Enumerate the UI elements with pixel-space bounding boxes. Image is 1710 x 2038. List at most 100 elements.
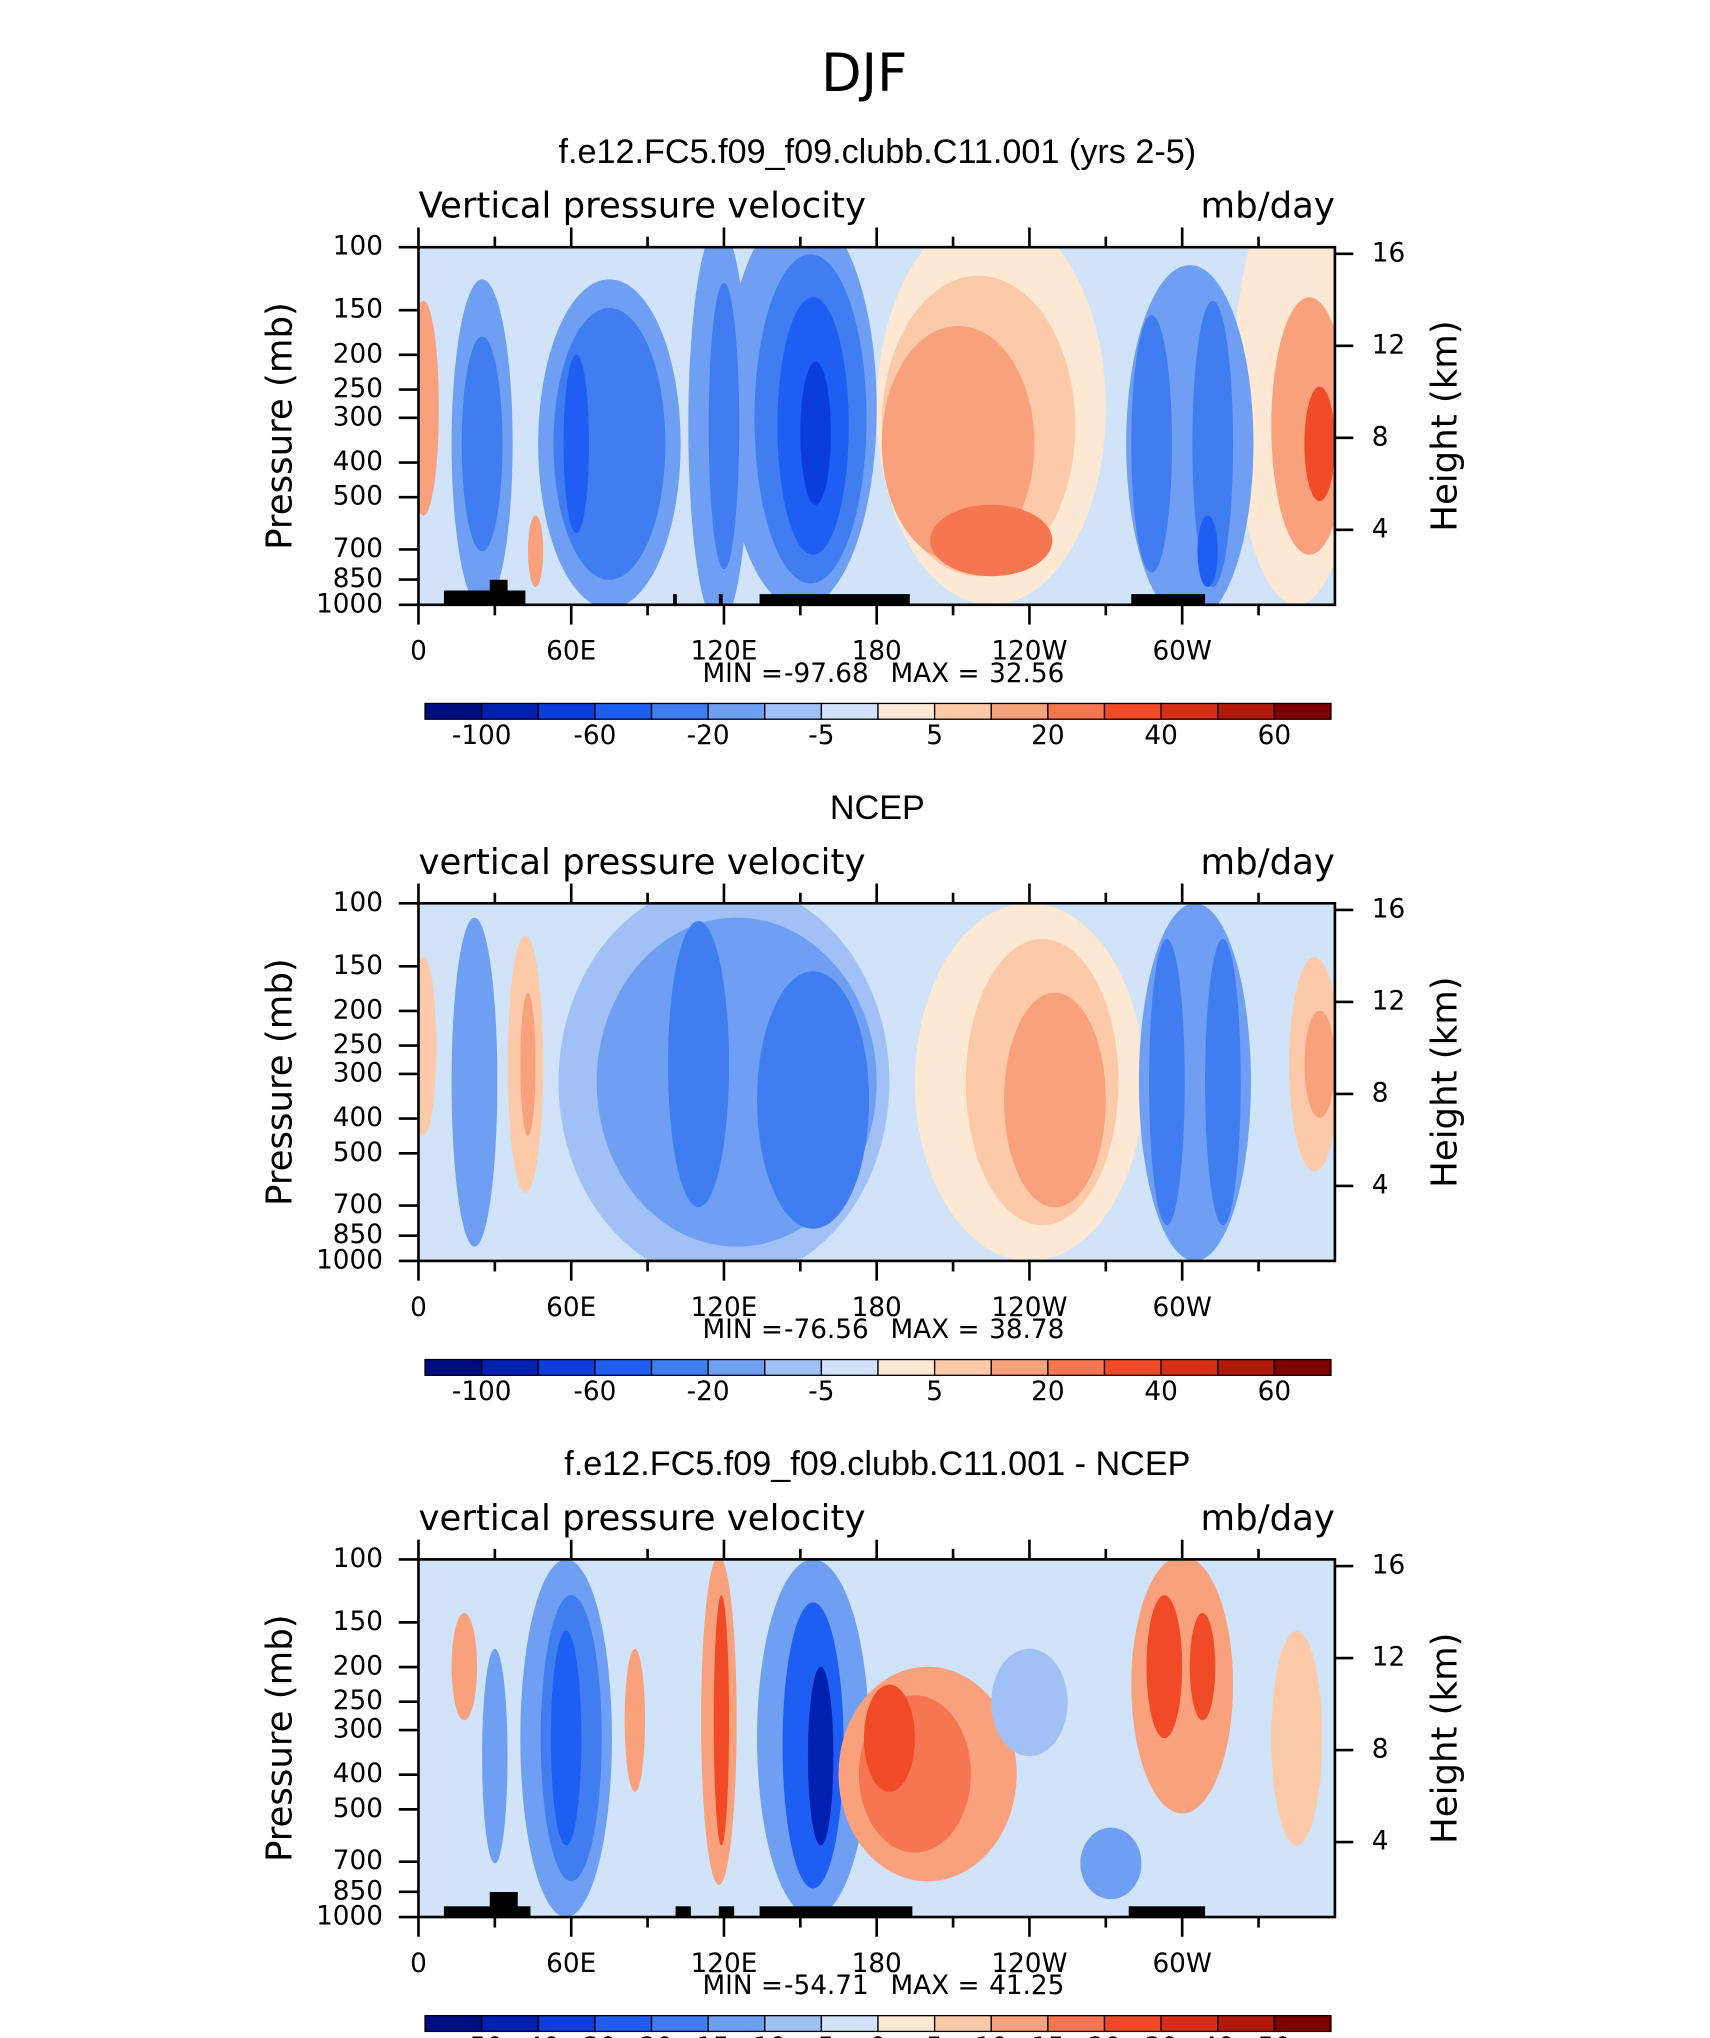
- colorbar-label: 15: [1031, 2033, 1064, 2038]
- y-tick-label: 150: [333, 295, 383, 325]
- colorbar-box: [1217, 2014, 1276, 2033]
- colorbar-box: [990, 2014, 1049, 2033]
- x-tick-label: 0: [410, 1949, 427, 1979]
- subtitle-left: vertical pressure velocity: [418, 1498, 865, 1539]
- y-tick-label: 400: [333, 1759, 383, 1789]
- topography: [443, 590, 526, 605]
- colorbar-box: [481, 702, 539, 720]
- colorbar-label: 60: [1258, 721, 1291, 751]
- y-axis-title: Pressure (mb): [260, 302, 301, 550]
- y-tick-label: 700: [333, 534, 383, 564]
- y-axis-title: Pressure (mb): [260, 958, 301, 1206]
- contour-region: [418, 300, 439, 516]
- colorbar-box: [650, 702, 709, 720]
- contour-region: [863, 1684, 915, 1792]
- colorbar-label: -20: [630, 2033, 673, 2038]
- x-tick-label: 0: [410, 1293, 427, 1323]
- min-label: MIN =: [702, 1315, 782, 1345]
- colorbar-box: [933, 1358, 992, 1376]
- colorbar-label: -100: [452, 1377, 512, 1407]
- y2-tick-label: 4: [1372, 1827, 1389, 1857]
- subtitle-right: mb/day: [1201, 186, 1335, 227]
- max-label: MAX =: [891, 1971, 980, 2001]
- contour-field: [418, 903, 1335, 1261]
- colorbar-label: -5: [808, 1377, 834, 1407]
- colorbar-box: [424, 1358, 483, 1376]
- contour-region: [807, 1666, 834, 1846]
- x-tick-label: 120W: [991, 1293, 1067, 1323]
- x-tick-label: 180: [852, 1293, 902, 1323]
- y-tick-label: 700: [333, 1846, 383, 1876]
- topography: [673, 594, 677, 605]
- y2-tick-label: 4: [1372, 1170, 1389, 1200]
- y-tick-label: 850: [333, 1220, 383, 1250]
- y-tick-label: 1000: [316, 1245, 383, 1275]
- colorbar-label: -30: [573, 2033, 616, 2038]
- colorbar-label: 60: [1258, 1377, 1291, 1407]
- y-tick-label: 150: [333, 1607, 383, 1637]
- colorbar-box: [764, 702, 823, 720]
- y-tick-label: 300: [333, 402, 383, 432]
- colorbar-label: -5: [808, 2033, 834, 2038]
- y-tick-label: 100: [333, 888, 383, 918]
- y-tick-label: 400: [333, 447, 383, 477]
- colorbar-label: 40: [1144, 1377, 1177, 1407]
- colorbar-box: [877, 2014, 936, 2033]
- colorbar-label: 30: [1144, 2033, 1177, 2038]
- min-value: -76.56: [784, 1315, 869, 1345]
- y-tick-label: 500: [333, 1138, 383, 1168]
- min-label: MIN =: [702, 1971, 782, 2001]
- colorbar-box: [1160, 2014, 1219, 2033]
- contour-region: [1149, 939, 1185, 1226]
- y-tick-label: 250: [333, 374, 383, 404]
- colorbar-label: -15: [687, 2033, 730, 2038]
- colorbar-box: [820, 2014, 879, 2033]
- y-tick-label: 300: [333, 1058, 383, 1088]
- colorbar-label: 0: [870, 2033, 887, 2038]
- x-tick-label: 60E: [546, 637, 596, 667]
- y-tick-label: 200: [333, 1652, 383, 1682]
- subtitle-right: mb/day: [1201, 1498, 1335, 1539]
- x-tick-label: 180: [852, 637, 902, 667]
- contour-region: [881, 325, 1035, 562]
- contour-region: [1131, 315, 1172, 573]
- colorbar-box: [707, 2014, 766, 2033]
- colorbar-box: [1103, 702, 1162, 720]
- contour-region: [1304, 1010, 1335, 1118]
- colorbar-box: [707, 1358, 766, 1376]
- min-value: -54.71: [784, 1971, 869, 2001]
- colorbar-box: [1103, 2014, 1162, 2033]
- y-tick-label: 200: [333, 339, 383, 369]
- subtitle-left: vertical pressure velocity: [418, 842, 865, 883]
- colorbar-box: [1273, 2014, 1332, 2033]
- contour-region: [1146, 1595, 1183, 1739]
- colorbar-label: -20: [687, 721, 730, 751]
- colorbar-box: [820, 1358, 879, 1376]
- y-tick-label: 100: [333, 1544, 383, 1574]
- y-tick-label: 850: [333, 564, 383, 594]
- contour-region: [550, 1630, 582, 1846]
- topography: [443, 1906, 531, 1918]
- contour-field: [418, 247, 1335, 605]
- colorbar-box: [933, 702, 992, 720]
- y-tick-label: 500: [333, 1794, 383, 1824]
- y-tick-label: 1000: [316, 1902, 383, 1932]
- y2-tick-label: 12: [1372, 1643, 1405, 1673]
- contour-region: [708, 282, 740, 570]
- y2-tick-label: 12: [1372, 330, 1405, 360]
- x-tick-label: 120W: [991, 637, 1067, 667]
- colorbar-label: -5: [808, 721, 834, 751]
- colorbar-box: [1273, 1358, 1332, 1376]
- y-tick-label: 400: [333, 1103, 383, 1133]
- contour-region: [757, 971, 870, 1229]
- y-tick-label: 850: [333, 1876, 383, 1906]
- colorbar-label: -40: [517, 2033, 560, 2038]
- max-label: MAX =: [891, 659, 980, 689]
- colorbar-box: [990, 1358, 1049, 1376]
- x-tick-label: 180: [852, 1949, 902, 1979]
- colorbar-box: [650, 1358, 709, 1376]
- contour-region: [1271, 1630, 1323, 1846]
- min-value: -97.68: [784, 659, 869, 689]
